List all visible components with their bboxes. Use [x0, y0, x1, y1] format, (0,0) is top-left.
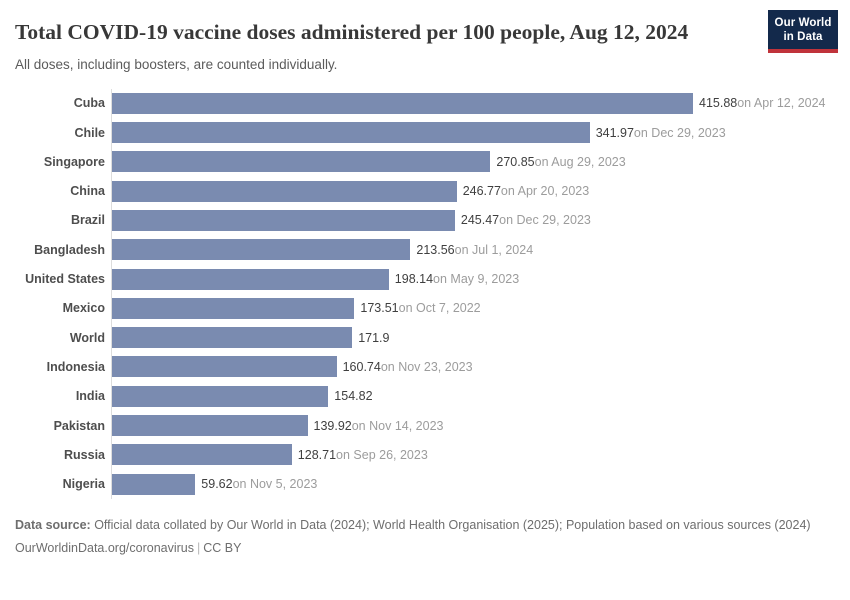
category-label[interactable]: Pakistan — [53, 418, 105, 433]
date-label: on Nov 14, 2023 — [351, 418, 444, 433]
owid-logo-line2: in Data — [783, 31, 823, 44]
category-label[interactable]: China — [70, 184, 105, 199]
date-label: on Dec 29, 2023 — [499, 213, 591, 228]
category-label[interactable]: World — [69, 330, 105, 345]
date-label: on Nov 23, 2023 — [380, 359, 473, 374]
bar-track: 245.47 on Dec 29, 2023 — [111, 205, 835, 236]
bar-track: 59.62 on Nov 5, 2023 — [111, 469, 835, 499]
bar[interactable] — [112, 356, 337, 378]
bar-track: 415.88 on Apr 12, 2024 — [111, 88, 835, 118]
value-label: 171.9 — [358, 330, 390, 345]
category-label[interactable]: Nigeria — [62, 477, 105, 492]
bar-row: Brazil 245.47 on Dec 29, 2023 — [15, 205, 835, 236]
bar-track: 213.56 on Jul 1, 2024 — [111, 235, 835, 265]
license-divider: | — [197, 540, 201, 555]
bar-row: Russia 128.71 on Sep 26, 2023 — [15, 440, 835, 470]
value-label: 198.14 — [394, 272, 434, 287]
category-label[interactable]: Singapore — [43, 154, 105, 169]
owid-logo: Our World in Data — [768, 10, 838, 54]
bar-row: Indonesia 160.74 on Nov 23, 2023 — [15, 352, 835, 382]
date-label: on Dec 29, 2023 — [633, 125, 726, 140]
data-source-text: Official data collated by Our World in D… — [90, 517, 811, 532]
chart-subtitle: All doses, including boosters, are count… — [15, 56, 338, 72]
date-label: on Oct 7, 2022 — [398, 301, 481, 316]
value-label: 173.51 — [360, 301, 399, 316]
bar-track: 171.9 — [111, 322, 835, 353]
data-source-label: Data source: — [15, 517, 91, 532]
date-label: on Sep 26, 2023 — [336, 447, 428, 462]
bar-row: Singapore 270.85 on Aug 29, 2023 — [15, 147, 835, 177]
value-label: 160.74 — [342, 359, 381, 374]
bar-row: Pakistan 139.92 on Nov 14, 2023 — [15, 410, 835, 441]
bar-track: 173.51 on Oct 7, 2022 — [111, 293, 835, 323]
bar[interactable] — [112, 297, 355, 319]
bar-track: 341.97 on Dec 29, 2023 — [111, 117, 835, 148]
bar-row: Cuba 415.88 on Apr 12, 2024 — [15, 88, 835, 118]
license-text: CC BY — [203, 540, 242, 555]
value-label: 270.85 — [496, 154, 535, 169]
bar[interactable] — [112, 209, 455, 231]
bar[interactable] — [112, 268, 389, 290]
bar-row: China 246.77 on Apr 20, 2023 — [15, 176, 835, 206]
bar-row: Nigeria 59.62 on Nov 5, 2023 — [15, 469, 835, 499]
bar-row: United States 198.14 on May 9, 2023 — [15, 264, 835, 294]
bar-row: Mexico 173.51 on Oct 7, 2022 — [15, 293, 835, 323]
value-label: 246.77 — [462, 184, 501, 199]
category-label[interactable]: Brazil — [70, 213, 105, 228]
bar-row: India 154.82 — [15, 381, 835, 411]
data-source-line: Data source: Official data collated by O… — [15, 516, 827, 534]
bar-track: 246.77 on Apr 20, 2023 — [111, 176, 835, 206]
category-label[interactable]: Russia — [64, 447, 105, 462]
value-label: 415.88 — [699, 96, 738, 111]
date-label: on Apr 20, 2023 — [500, 184, 590, 199]
date-label: on Nov 5, 2023 — [232, 477, 318, 492]
value-label: 341.97 — [595, 125, 634, 140]
category-label[interactable]: Chile — [74, 125, 105, 140]
category-label[interactable]: Indonesia — [46, 359, 105, 374]
value-label: 154.82 — [334, 389, 373, 404]
bar[interactable] — [112, 239, 411, 261]
value-label: 245.47 — [460, 213, 500, 228]
bar-track: 198.14 on May 9, 2023 — [111, 264, 835, 294]
bar-track: 154.82 — [111, 381, 835, 411]
owid-logo-line1: Our World — [774, 17, 832, 29]
bar-chart: Cuba 415.88 on Apr 12, 2024 Chile 341.97 on D… — [15, 88, 835, 499]
bar[interactable] — [112, 180, 457, 202]
date-label: on May 9, 2023 — [433, 272, 520, 287]
bar-track: 270.85 on Aug 29, 2023 — [111, 147, 835, 177]
value-label: 139.92 — [313, 418, 352, 433]
bar[interactable] — [112, 327, 353, 349]
date-label: on Jul 1, 2024 — [454, 242, 534, 257]
date-label: on Apr 12, 2024 — [737, 96, 826, 111]
category-label[interactable]: United States — [25, 272, 105, 287]
chart-footer: Data source: Official data collated by O… — [15, 516, 835, 555]
owid-link[interactable]: OurWorldinData.org/coronavirus — [15, 540, 195, 555]
category-label[interactable]: Cuba — [73, 96, 105, 111]
bar-row: Chile 341.97 on Dec 29, 2023 — [15, 117, 835, 148]
license-line: OurWorldinData.org/coronavirus | CC BY — [15, 541, 835, 555]
bar-track: 128.71 on Sep 26, 2023 — [111, 440, 835, 470]
bar-row: Bangladesh 213.56 on Jul 1, 2024 — [15, 235, 835, 265]
bar[interactable] — [112, 444, 292, 466]
bar[interactable] — [112, 151, 491, 173]
category-label[interactable]: India — [75, 389, 105, 404]
bar-row: World 171.9 — [15, 322, 835, 353]
bar[interactable] — [112, 92, 693, 114]
bar[interactable] — [112, 473, 196, 495]
value-label: 213.56 — [416, 242, 455, 257]
date-label: on Aug 29, 2023 — [534, 154, 626, 169]
bar-track: 160.74 on Nov 23, 2023 — [111, 352, 835, 382]
category-label[interactable]: Bangladesh — [34, 242, 105, 257]
bar[interactable] — [112, 415, 308, 436]
chart-title: Total COVID-19 vaccine doses administere… — [15, 20, 689, 44]
value-label: 59.62 — [201, 477, 233, 492]
value-label: 128.71 — [297, 447, 337, 462]
category-label[interactable]: Mexico — [62, 301, 105, 316]
bar[interactable] — [112, 385, 329, 407]
bar[interactable] — [112, 122, 590, 144]
bar-track: 139.92 on Nov 14, 2023 — [111, 410, 835, 441]
